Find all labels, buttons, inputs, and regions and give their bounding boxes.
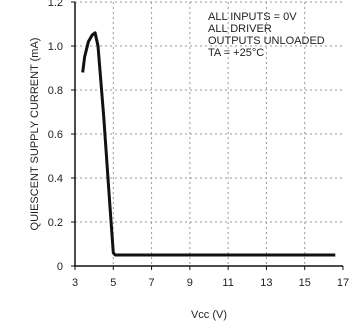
tick-labels: 3 5 7 9 11 13 15 17 0 0.2 0.4 0.6 0.8 1.0 1.2 [48,0,349,289]
y-tick-label: 0.2 [48,217,63,229]
annotation-line: TA = +25°C [208,47,264,59]
x-tick-label: 3 [72,277,78,289]
y-axis-label: QUIESCENT SUPPLY CURRENT (mA) [29,38,41,231]
gridlines [75,1,343,266]
y-tick-label: 1.2 [48,0,63,9]
x-axis-label: Vcc (V) [191,309,227,321]
x-tick-label: 15 [299,277,311,289]
x-tick-label: 5 [110,277,116,289]
annotation-line: OUTPUTS UNLOADED [208,35,325,47]
series-line [81,31,336,257]
y-tick-label: 0.4 [48,173,63,185]
annotation-line: ALL INPUTS = 0V [208,11,297,23]
x-tick-label: 11 [222,277,233,289]
x-tick-label: 13 [260,277,272,289]
x-tick-label: 9 [187,277,193,289]
x-tick-label: 7 [149,277,155,289]
y-tick-label: 0.8 [48,85,63,97]
x-tick-label: 17 [337,277,349,289]
y-tick-label: 0 [57,261,63,273]
axes [71,1,344,270]
y-tick-label: 0.6 [48,129,63,141]
y-tick-label: 1.0 [48,41,63,53]
annotation-line: ALL DRIVER [208,23,272,35]
